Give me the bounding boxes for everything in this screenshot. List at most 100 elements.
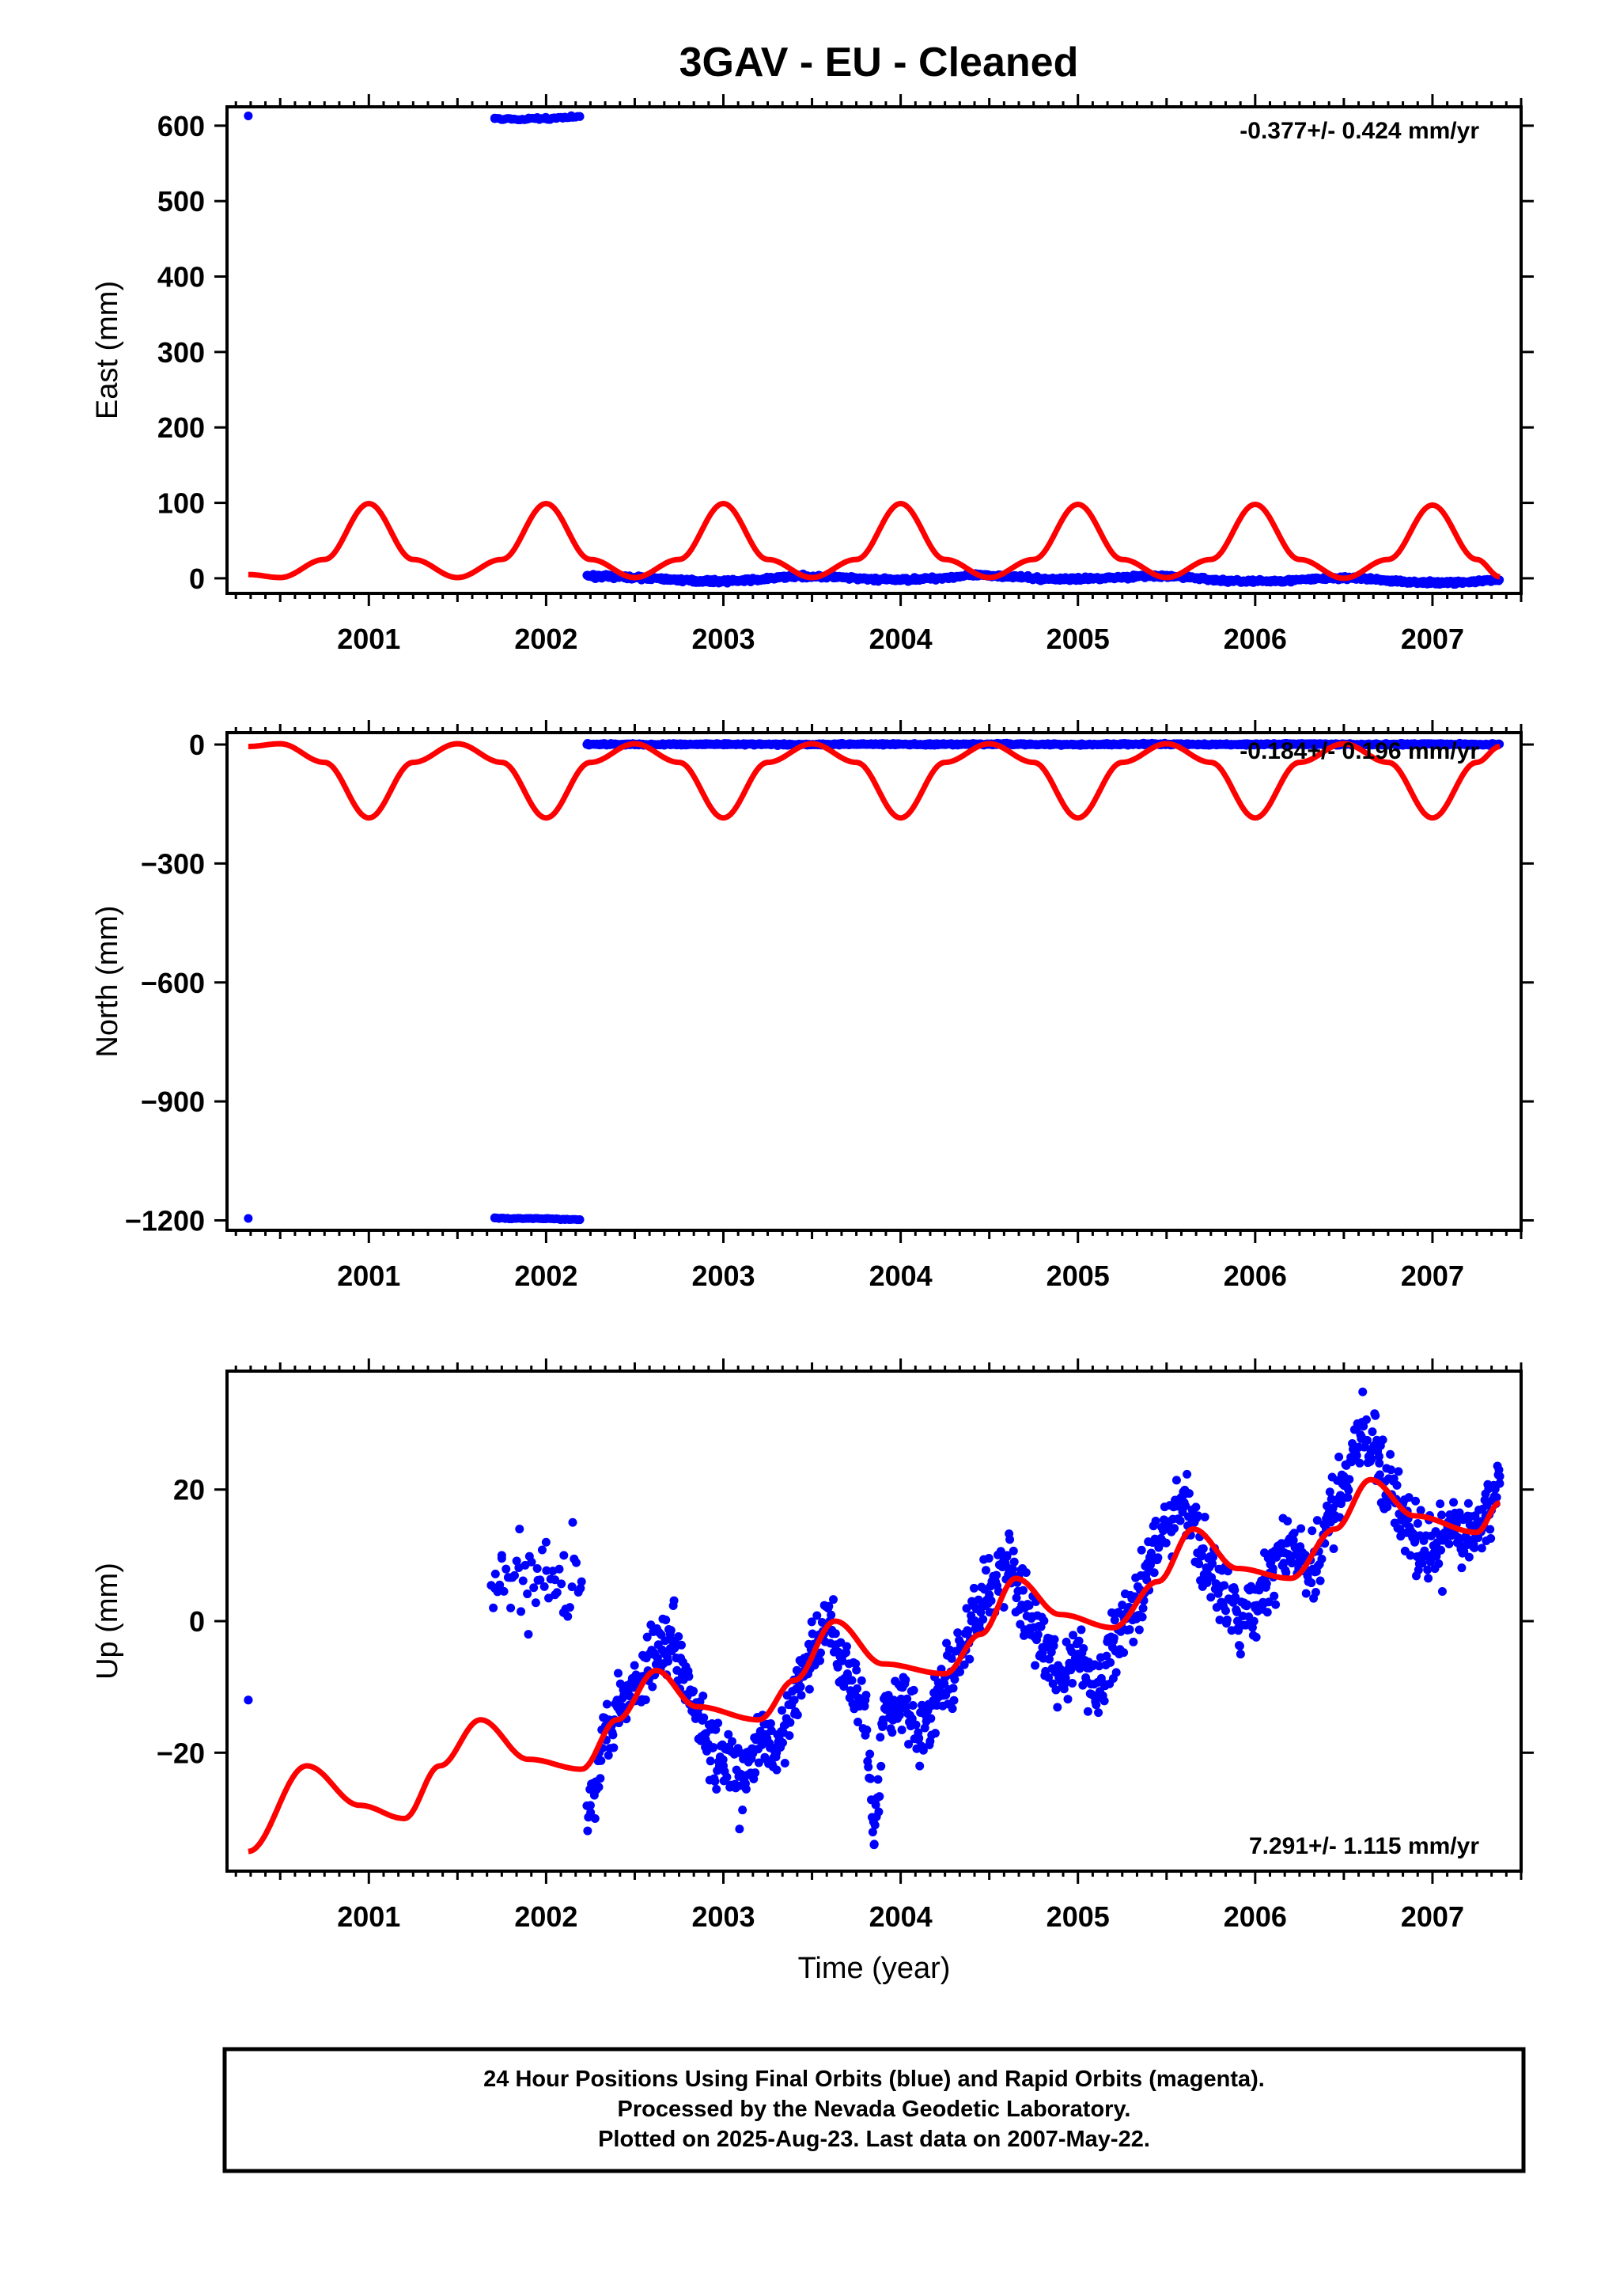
data-point	[738, 1805, 748, 1815]
data-point	[1317, 1555, 1327, 1564]
plot-frame	[225, 105, 1523, 595]
data-point	[897, 1725, 906, 1734]
data-point	[789, 1695, 799, 1705]
data-point	[709, 1743, 718, 1752]
y-tick-label: 0	[189, 1605, 205, 1638]
data-point	[1355, 1458, 1364, 1468]
data-point	[901, 1675, 910, 1684]
x-tick-label: 2004	[869, 1260, 933, 1292]
data-point	[244, 1214, 253, 1223]
data-point	[524, 1630, 533, 1639]
data-point	[1424, 1574, 1433, 1583]
data-point	[1411, 1496, 1421, 1506]
data-point	[699, 1713, 709, 1722]
data-point	[1038, 1642, 1047, 1652]
data-point	[967, 1616, 976, 1626]
data-point	[551, 1590, 560, 1600]
data-point	[1074, 1636, 1084, 1646]
data-point	[661, 1615, 671, 1624]
data-points	[244, 738, 1504, 1225]
data-point	[896, 1682, 906, 1692]
data-point	[963, 1626, 973, 1635]
data-point	[1068, 1679, 1077, 1688]
data-point	[1161, 1538, 1171, 1548]
data-point	[1315, 1576, 1325, 1586]
data-point	[1235, 1642, 1244, 1651]
data-point	[1091, 1695, 1100, 1705]
data-point	[948, 1704, 957, 1714]
data-point	[1050, 1635, 1059, 1644]
data-point	[1423, 1565, 1433, 1574]
y-tick-label: −900	[141, 1085, 205, 1118]
data-point	[532, 1563, 542, 1573]
x-tick-label: 2006	[1224, 1900, 1287, 1933]
data-point	[1162, 1517, 1171, 1527]
data-point	[497, 1551, 506, 1560]
data-point	[1009, 1557, 1019, 1567]
data-point	[664, 1657, 673, 1666]
data-point	[1137, 1612, 1147, 1622]
data-point	[926, 1714, 936, 1723]
data-point	[1129, 1637, 1138, 1646]
data-point	[870, 1821, 880, 1830]
x-tick-label: 2007	[1401, 1900, 1464, 1933]
velocity-label: -0.184+/- 0.196 mm/yr	[1240, 738, 1479, 764]
chart-title: 3GAV - EU - Cleaned	[679, 40, 1079, 85]
data-point	[1334, 1453, 1344, 1462]
x-tick-label: 2005	[1047, 1900, 1110, 1933]
data-point	[1083, 1707, 1092, 1716]
data-point	[1413, 1519, 1422, 1529]
data-point	[1251, 1632, 1261, 1642]
data-point	[751, 1768, 760, 1778]
data-point	[641, 1695, 650, 1704]
data-point	[1283, 1517, 1293, 1526]
data-point	[1437, 1510, 1447, 1520]
data-point	[1270, 1591, 1279, 1601]
data-point	[1262, 1608, 1272, 1617]
data-point	[1392, 1480, 1402, 1490]
data-point	[515, 1525, 524, 1534]
data-point	[876, 1733, 885, 1742]
data-point	[1437, 1587, 1447, 1597]
data-point	[1375, 1470, 1384, 1480]
data-point	[489, 1603, 498, 1612]
data-point	[778, 1738, 787, 1748]
data-point	[1031, 1661, 1040, 1670]
y-axis-label: North (mm)	[91, 905, 124, 1057]
data-point	[706, 1756, 715, 1766]
data-point	[1125, 1625, 1134, 1635]
data-point	[563, 1612, 573, 1621]
x-tick-label: 2006	[1224, 623, 1287, 655]
y-axis-label: Up (mm)	[91, 1563, 124, 1680]
x-tick-label: 2003	[691, 623, 755, 655]
data-point	[1463, 1498, 1473, 1508]
data-point	[852, 1665, 861, 1675]
data-point	[510, 1570, 520, 1580]
data-point	[1005, 1535, 1015, 1544]
data-point	[594, 1783, 604, 1792]
data-point	[1119, 1648, 1129, 1658]
data-point	[1002, 1551, 1012, 1560]
data-point	[1271, 1600, 1281, 1609]
data-point	[531, 1598, 540, 1608]
data-point	[1134, 1625, 1144, 1635]
x-tick-label: 2007	[1401, 623, 1464, 655]
data-point	[1357, 1432, 1366, 1442]
data-point	[1055, 1669, 1065, 1679]
y-tick-label: 0	[189, 563, 205, 595]
data-point	[565, 1603, 574, 1612]
data-point	[596, 1756, 606, 1765]
data-point	[903, 1694, 912, 1703]
data-point	[727, 1737, 736, 1746]
data-point	[1371, 1411, 1380, 1420]
footer-line-3: Plotted on 2025-Aug-23. Last data on 200…	[598, 2127, 1150, 2152]
y-tick-label: 0	[189, 729, 205, 761]
x-tick-label: 2006	[1224, 1260, 1287, 1292]
y-tick-label: 500	[157, 185, 205, 218]
plot-area: 2001 2002 2003 2004 2005 2006 2007 0 100 200 300 40…	[157, 94, 1534, 655]
x-tick-label: 2005	[1047, 1260, 1110, 1292]
data-point	[1457, 1563, 1467, 1573]
footer-line-1: 24 Hour Positions Using Final Orbits (bl…	[483, 2067, 1265, 2092]
panel-up: 2001 2002 2003 2004 2005 2006 2007 −20 0 20 Up (m…	[91, 1358, 1534, 1985]
plot-frame	[225, 731, 1523, 1232]
